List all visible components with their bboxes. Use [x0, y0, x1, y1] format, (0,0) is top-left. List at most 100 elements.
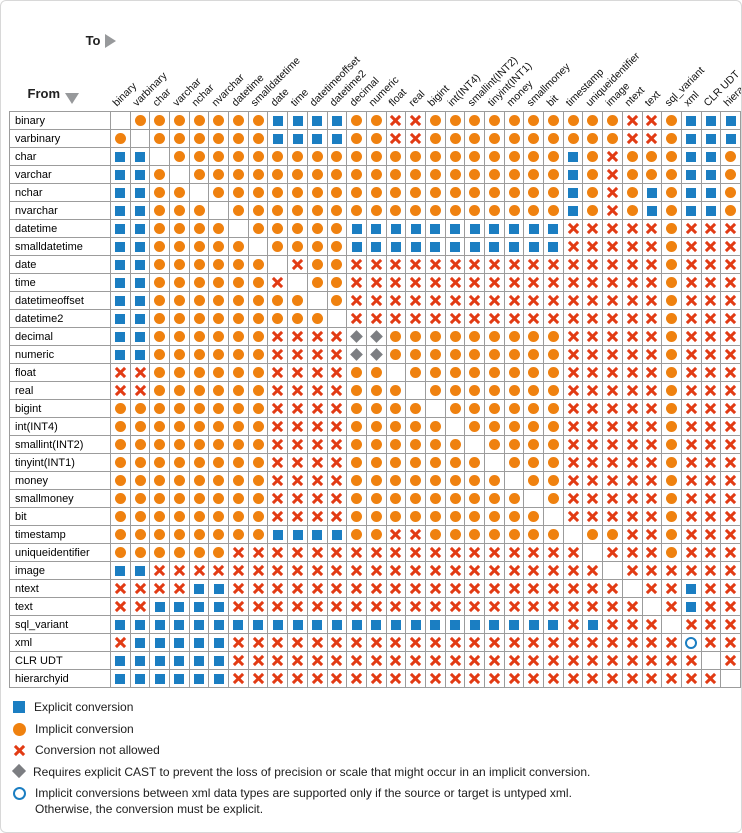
- implicit-circle-icon: [469, 205, 481, 217]
- column-header-text: text: [642, 88, 664, 109]
- implicit-circle-icon: [390, 403, 402, 415]
- matrix-cell: [287, 327, 308, 346]
- not-allowed-x-icon: [586, 294, 599, 307]
- matrix-cell: [385, 111, 407, 130]
- implicit-circle-icon: [351, 385, 363, 397]
- matrix-cell: [287, 237, 308, 256]
- matrix-cell: [247, 273, 269, 292]
- matrix-cell: [464, 435, 486, 454]
- not-allowed-x-icon: [527, 672, 540, 685]
- matrix-cell: [700, 597, 722, 616]
- not-allowed-x-icon: [626, 276, 639, 289]
- explicit-square-icon: [174, 637, 185, 648]
- column-header-varchar: varchar: [170, 75, 204, 109]
- matrix-cell: [306, 147, 328, 166]
- matrix-row-timestamp: timestamp: [9, 525, 741, 544]
- matrix-cell: [424, 183, 446, 202]
- matrix-cell: [365, 453, 387, 472]
- matrix-cell: [228, 417, 249, 436]
- not-allowed-x-icon: [626, 294, 639, 307]
- matrix-cell: [464, 183, 486, 202]
- implicit-circle-icon: [547, 493, 559, 505]
- implicit-circle-icon: [272, 205, 284, 217]
- not-allowed-x-icon: [704, 546, 717, 559]
- implicit-circle-icon: [292, 223, 304, 235]
- matrix-cell: [562, 129, 584, 148]
- not-allowed-x-icon: [586, 276, 599, 289]
- not-allowed-x-icon: [488, 276, 501, 289]
- matrix-cell: [720, 471, 741, 490]
- implicit-circle-icon: [232, 313, 244, 325]
- matrix-cell: [208, 183, 230, 202]
- matrix-cell: [700, 633, 722, 652]
- matrix-cell: [149, 525, 171, 544]
- explicit-square-icon: [213, 673, 224, 684]
- matrix-cell: [287, 525, 308, 544]
- matrix-cell: [385, 381, 407, 400]
- not-allowed-x-icon: [508, 672, 521, 685]
- matrix-cell: [661, 651, 682, 670]
- matrix-cell: [720, 111, 741, 130]
- implicit-circle-icon: [213, 547, 225, 559]
- matrix-cell: [346, 381, 367, 400]
- not-allowed-x-icon: [449, 312, 462, 325]
- not-allowed-x-icon: [114, 582, 127, 595]
- explicit-square-icon: [312, 619, 323, 630]
- not-allowed-x-icon: [271, 384, 284, 397]
- cast-diamond-icon: [350, 330, 363, 344]
- implicit-circle-icon: [370, 511, 382, 523]
- matrix-row-ntext: ntext: [9, 579, 741, 598]
- matrix-row-smallmoney: smallmoney: [9, 489, 741, 508]
- not-allowed-x-icon: [606, 654, 619, 667]
- implicit-circle-icon: [449, 205, 461, 217]
- matrix-cell: [523, 543, 545, 562]
- matrix-cell: [523, 507, 545, 526]
- row-label: datetimeoffset: [9, 291, 111, 310]
- matrix-cell: [169, 579, 190, 598]
- explicit-square-icon: [135, 565, 146, 576]
- matrix-cell: [602, 345, 623, 364]
- implicit-circle-icon: [272, 295, 284, 307]
- not-allowed-x-icon: [311, 600, 324, 613]
- row-label: float: [9, 363, 111, 382]
- not-allowed-x-icon: [291, 672, 304, 685]
- implicit-circle-icon: [331, 169, 343, 181]
- not-allowed-x-icon: [468, 636, 481, 649]
- implicit-circle-icon: [449, 403, 461, 415]
- matrix-cell: [267, 399, 289, 418]
- implicit-circle-icon: [232, 475, 244, 487]
- implicit-circle-icon: [449, 385, 461, 397]
- matrix-cell: [247, 237, 269, 256]
- matrix-cell: [208, 543, 230, 562]
- implicit-circle-icon: [134, 547, 146, 559]
- matrix-cell: [129, 129, 151, 148]
- not-allowed-x-icon: [724, 222, 737, 235]
- matrix-cell: [484, 633, 505, 652]
- not-allowed-x-icon: [330, 438, 343, 451]
- not-allowed-x-icon: [724, 240, 737, 253]
- implicit-circle-icon: [390, 187, 402, 199]
- matrix-cell: [562, 669, 584, 688]
- matrix-cell: [641, 435, 663, 454]
- implicit-circle-icon: [292, 151, 304, 163]
- matrix-cell: [109, 471, 131, 490]
- implicit-circle-icon: [154, 511, 166, 523]
- not-allowed-x-icon: [409, 582, 422, 595]
- matrix-cell: [306, 669, 328, 688]
- row-label: varbinary: [9, 129, 111, 148]
- not-allowed-x-icon: [685, 240, 698, 253]
- not-allowed-x-icon: [271, 348, 284, 361]
- not-allowed-x-icon: [685, 546, 698, 559]
- matrix-cell: [523, 669, 545, 688]
- not-allowed-x-icon: [606, 438, 619, 451]
- matrix-cell: [621, 201, 643, 220]
- matrix-cell: [109, 579, 131, 598]
- not-allowed-x-icon: [626, 132, 639, 145]
- implicit-circle-icon: [508, 529, 520, 541]
- matrix-cell: [385, 435, 407, 454]
- matrix-cell: [720, 327, 741, 346]
- implicit-circle-icon: [488, 133, 500, 145]
- matrix-cell: [700, 381, 722, 400]
- not-allowed-x-icon: [508, 294, 521, 307]
- not-allowed-x-icon: [370, 258, 383, 271]
